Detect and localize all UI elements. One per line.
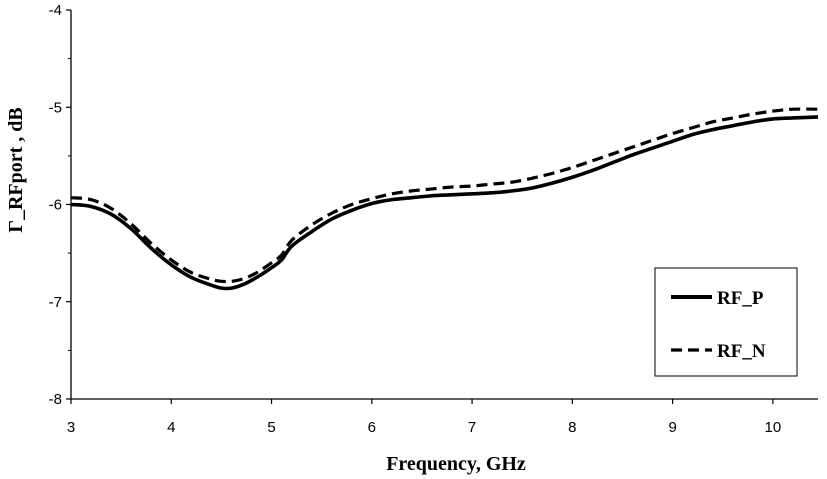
legend-label-rf-n: RF_N [717, 341, 766, 362]
y-tick-label: -7 [49, 294, 62, 311]
x-ticks: 3 4 5 6 7 8 9 10 [67, 399, 781, 436]
legend-box [654, 267, 798, 377]
x-tick-label: 3 [67, 419, 75, 436]
y-tick-label: -5 [49, 99, 62, 116]
y-tick-label: -8 [49, 391, 62, 408]
y-ticks: -8 -7 -6 -5 -4 [49, 2, 71, 408]
series-line-rf-n [70, 107, 819, 284]
x-tick-label: 5 [267, 419, 275, 436]
x-axis-title: Frequency, GHz [386, 453, 526, 475]
x-tick-label: 10 [765, 419, 782, 436]
legend: RF_P RF_N [654, 267, 798, 377]
x-tick-label: 9 [668, 419, 676, 436]
legend-label-rf-p: RF_P [717, 288, 764, 309]
y-tick-label: -4 [49, 2, 62, 19]
x-tick-label: 6 [368, 419, 376, 436]
y-axis-title: Γ_RFport , dB [5, 107, 27, 233]
series-line-rf-p [70, 115, 819, 291]
x-tick-label: 8 [568, 419, 576, 436]
x-tick-label: 4 [167, 419, 175, 436]
series-lines [70, 107, 819, 291]
x-tick-label: 7 [468, 419, 476, 436]
y-tick-label: -6 [49, 197, 62, 214]
